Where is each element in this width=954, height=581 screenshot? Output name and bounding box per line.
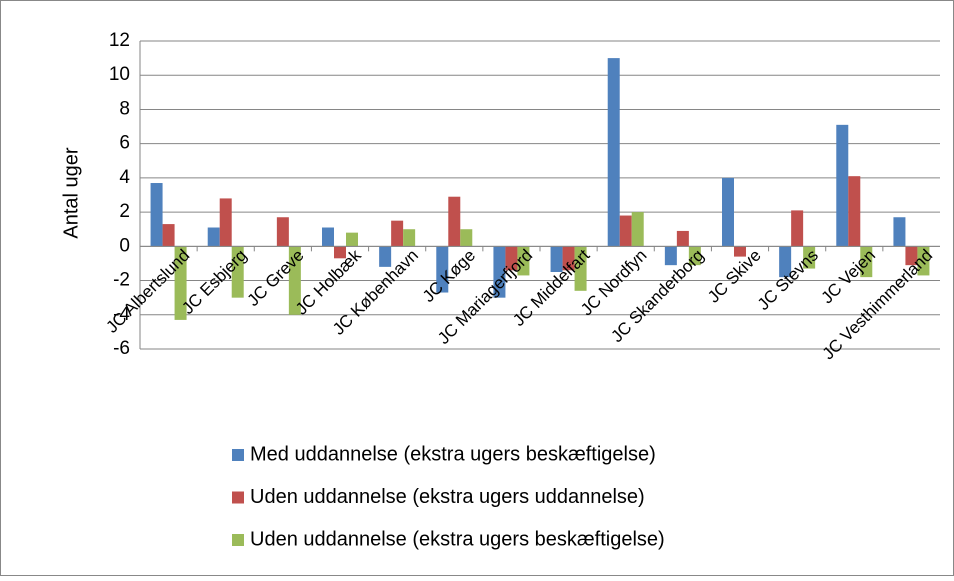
bar [676,230,689,247]
bar [391,220,404,247]
bar [517,246,530,276]
bar [276,217,289,247]
bar [631,212,644,247]
y-tick-label: 2 [119,201,130,222]
bar [231,246,244,298]
bar [288,246,301,315]
y-axis-label: Antal uger [60,147,82,239]
bar [688,246,701,266]
bar [174,246,187,320]
bar [734,246,746,257]
bar [436,246,449,293]
legend-label: Uden uddannelse (ekstra ugers uddannelse… [250,486,645,508]
y-tick-label: -2 [113,270,130,291]
bar [917,246,930,276]
bar [803,246,816,269]
bar [346,232,358,247]
bar [550,246,563,272]
bar [207,227,220,247]
bar [860,246,873,278]
bar [574,246,587,291]
y-tick-label: -6 [113,338,130,359]
bar [162,224,175,247]
legend-label: Uden uddannelse (ekstra ugers beskæftige… [250,528,665,550]
bar [505,246,518,271]
y-tick-label: 10 [109,64,130,85]
bar [379,246,392,267]
legend-swatch [232,491,244,504]
legend-swatch [232,534,244,546]
bar [893,217,906,247]
bar [779,246,792,278]
y-tick-label: 12 [109,30,130,51]
bar [791,210,804,247]
bar [848,176,861,247]
bar [403,229,416,247]
legend-label: Med uddannelse (ekstra ugers beskæftigel… [250,443,656,465]
y-tick-label: 0 [119,235,130,256]
bar [334,246,346,259]
bar [722,177,734,247]
bar [219,198,232,247]
bar [493,246,506,298]
bar [836,124,849,247]
y-tick-label: 8 [119,98,130,119]
legend-swatch [232,449,244,461]
y-tick-label: 4 [119,167,130,188]
bar [150,183,163,247]
bar [562,246,575,271]
bar [905,246,918,266]
y-tick-label: 6 [119,133,130,154]
bar [460,229,473,247]
bar [619,215,632,247]
bar [448,196,461,247]
bar [607,58,620,247]
bar [664,246,677,266]
y-tick-label: -4 [113,304,130,325]
bar [322,227,334,247]
